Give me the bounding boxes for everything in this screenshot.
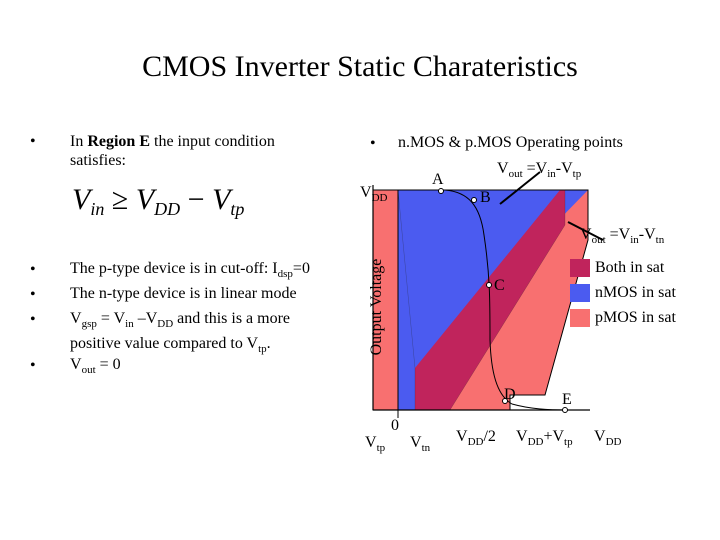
region-e-formula: Vin ≥ VDD − Vtp xyxy=(72,183,245,219)
bullet-marker: • xyxy=(30,133,36,150)
slide-title: CMOS Inverter Static Charateristics xyxy=(142,50,578,83)
point-d-label: D xyxy=(504,386,516,403)
point-c-label: C xyxy=(494,277,505,294)
x-tick-vtp: Vtp xyxy=(365,434,386,455)
x-tick-vtn: Vtn xyxy=(410,434,431,455)
legend-label-nmos: nMOS in sat xyxy=(595,284,676,301)
vout-vtp-arrow xyxy=(499,171,541,205)
operating-points-header: n.MOS & p.MOS Operating points xyxy=(398,134,623,151)
x-tick-vdd: VDD xyxy=(594,428,622,449)
bullet-vgsp: Vgsp = Vin –VDD and this is a more posit… xyxy=(70,310,291,356)
legend-swatch-both xyxy=(570,259,590,277)
transfer-curve xyxy=(373,189,588,411)
x-tick-vdd-plus-vtp: VDD+Vtp xyxy=(516,428,573,449)
point-b xyxy=(471,197,477,203)
point-d xyxy=(502,398,508,404)
legend-label-pmos: pMOS in sat xyxy=(595,309,676,326)
point-c xyxy=(486,282,492,288)
nmos-sat-region xyxy=(398,190,588,410)
legend-swatch-nmos xyxy=(570,284,590,302)
vout-vtn-arrow xyxy=(567,221,604,241)
point-e xyxy=(562,407,568,413)
bullet-vout-zero: Vout = 0 xyxy=(70,356,121,377)
vout-vtp-label: Vout =Vin-Vtp xyxy=(497,160,582,181)
bullet-marker: • xyxy=(370,135,376,152)
intro-text: In Region E the input condition satisfie… xyxy=(70,133,275,169)
x-tick-vdd-half: VDD/2 xyxy=(456,428,496,449)
y-axis-label: Output Voltage xyxy=(368,258,385,356)
bullet-marker: • xyxy=(30,357,36,374)
x-tick-zero: 0 xyxy=(391,417,399,434)
point-e-label: E xyxy=(562,391,572,408)
bullet-p-cutoff: The p-type device is in cut-off: Idsp=0 xyxy=(70,260,310,281)
point-a-label: A xyxy=(432,171,444,188)
region-e-label: Region E xyxy=(87,133,150,150)
vout-vtn-label: Vout =Vin-Vtn xyxy=(580,226,665,247)
point-b-label: B xyxy=(480,189,491,206)
legend-label-both: Both in sat xyxy=(595,259,665,276)
bullet-marker: • xyxy=(30,311,36,328)
bullet-marker: • xyxy=(30,286,36,303)
bullet-n-linear: The n-type device is in linear mode xyxy=(70,285,297,302)
vdd-y-label: VDD xyxy=(360,184,388,205)
point-a xyxy=(438,188,444,194)
bullet-marker: • xyxy=(30,261,36,278)
legend-swatch-pmos xyxy=(570,309,590,327)
